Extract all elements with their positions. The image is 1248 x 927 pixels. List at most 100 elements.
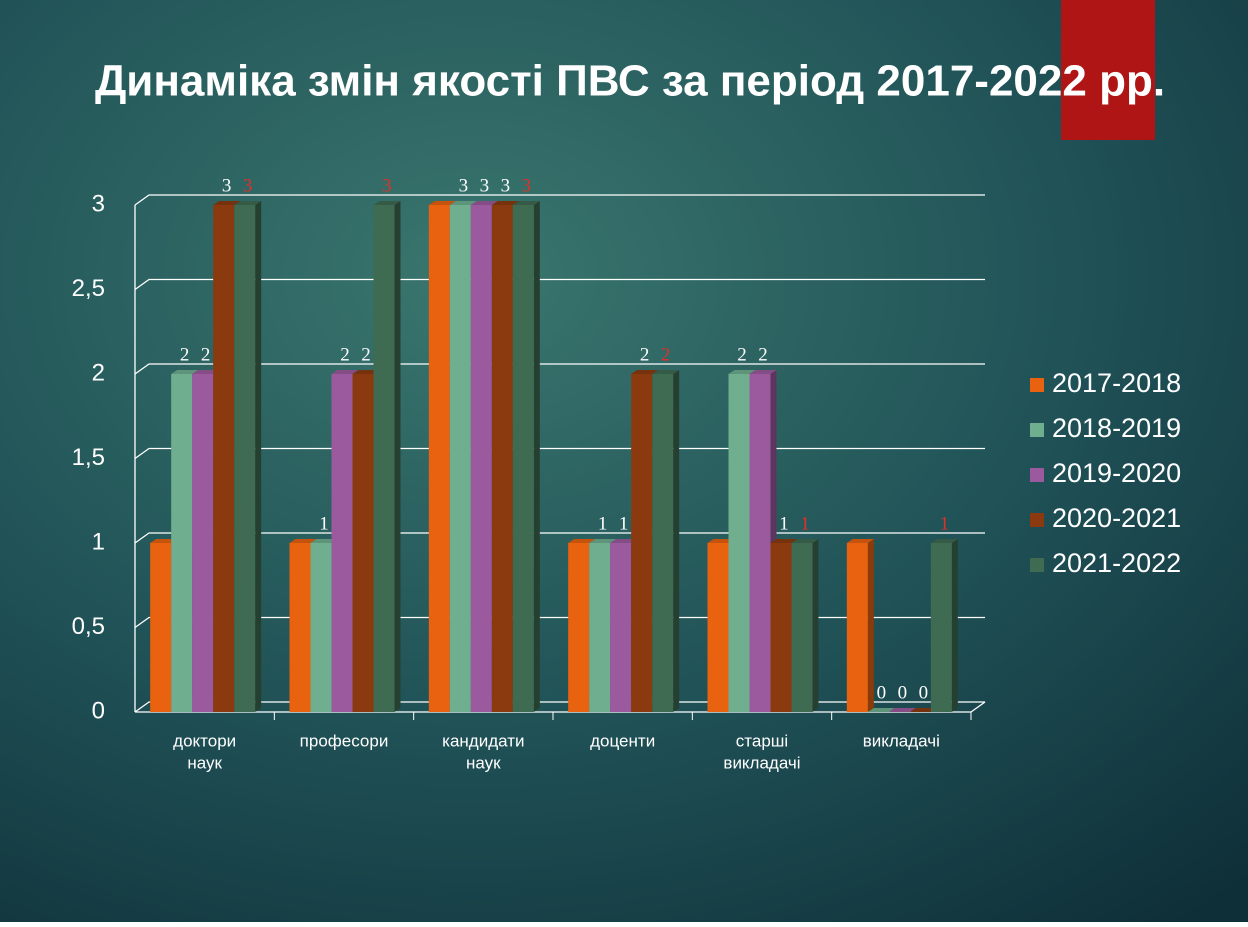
bar-face [449, 205, 471, 712]
bar [888, 708, 916, 712]
accent-block [1061, 0, 1155, 140]
bar [512, 201, 540, 712]
bar-face [728, 370, 756, 374]
data-label: 1 [779, 513, 789, 534]
bar [909, 708, 937, 712]
bar-face [373, 205, 395, 712]
data-label: 1 [800, 513, 810, 534]
x-tick-label: викладачі [723, 753, 800, 772]
bar-face [150, 543, 172, 712]
bar-face [331, 374, 353, 712]
bar [791, 539, 819, 712]
bar-face [289, 539, 317, 543]
bar-face [213, 205, 235, 712]
data-label: 3 [522, 175, 532, 196]
x-tick-label: професори [300, 731, 389, 750]
x-tick-label: викладачі [863, 731, 940, 750]
data-label: 2 [340, 344, 350, 365]
bar-face [491, 201, 519, 205]
data-label: 3 [459, 175, 469, 196]
chart-title: Динаміка змін якості ПВС за період 2017-… [95, 57, 1165, 106]
y-tick-label: 3 [92, 190, 105, 217]
bar-face [470, 205, 492, 712]
bar-face [930, 539, 958, 543]
legend-swatch [1030, 378, 1044, 392]
bar-face [631, 370, 659, 374]
legend-label: 2020-2021 [1052, 503, 1181, 533]
bar-face [770, 539, 798, 543]
data-label: 3 [222, 175, 232, 196]
bar [930, 539, 958, 712]
bar [234, 201, 262, 712]
legend-swatch [1030, 423, 1044, 437]
data-label: 2 [640, 344, 650, 365]
bar-face [589, 543, 611, 712]
x-tick-label: кандидати [442, 731, 524, 750]
bar-face [192, 370, 220, 374]
legend-label: 2021-2022 [1052, 548, 1181, 578]
grid-line [134, 447, 985, 460]
bar-face [150, 539, 178, 543]
grid-line [134, 532, 985, 544]
bar-face [373, 201, 401, 205]
bar-face [255, 201, 262, 712]
bar-face [171, 370, 199, 374]
bar-face [234, 201, 262, 205]
data-label: 1 [319, 513, 329, 534]
bar-face [428, 201, 456, 205]
bar-face [749, 374, 771, 712]
bar-face [867, 708, 895, 712]
x-tick-label: старші [736, 731, 788, 750]
bar-face [610, 539, 638, 543]
x-tick-label: доктори [173, 731, 236, 750]
legend-label: 2019-2020 [1052, 458, 1181, 488]
bar-face [470, 201, 498, 205]
bar-face [867, 539, 874, 712]
bar-face [909, 708, 937, 712]
bar-face [707, 543, 729, 712]
bar-face [791, 539, 819, 543]
bar-face [791, 543, 813, 712]
y-tick-label: 0,5 [72, 613, 105, 640]
data-label: 1 [940, 513, 950, 534]
bar-face [930, 543, 952, 712]
bar [749, 370, 777, 712]
bar-face [568, 543, 590, 712]
bar-face [610, 543, 632, 712]
data-label: 3 [501, 175, 511, 196]
bar-face [234, 205, 256, 712]
bar-face [352, 370, 380, 374]
data-label: 3 [382, 175, 392, 196]
bar-face [449, 201, 477, 205]
bar-face [728, 374, 750, 712]
bar-face [749, 370, 777, 374]
data-label: 2 [180, 344, 190, 365]
y-tick-label: 2 [92, 359, 105, 386]
data-label: 2 [201, 344, 211, 365]
bar-face [812, 539, 819, 712]
bar-face [631, 374, 653, 712]
y-tick-label: 1,5 [72, 444, 105, 471]
bar-face [394, 201, 401, 712]
bar-face [846, 539, 874, 543]
legend-swatch [1030, 558, 1044, 572]
bar-face [512, 201, 540, 205]
grid-line [134, 616, 985, 629]
bar-face [888, 708, 916, 712]
y-tick-label: 1 [92, 528, 105, 555]
bar-face [352, 374, 374, 712]
bar-face [171, 374, 193, 712]
data-label: 3 [480, 175, 490, 196]
data-label: 2 [758, 344, 768, 365]
bar-face [589, 539, 617, 543]
bar [373, 201, 401, 712]
data-label: 1 [598, 513, 608, 534]
bar-face [491, 205, 513, 712]
y-tick-label: 2,5 [72, 275, 105, 302]
data-label: 2 [737, 344, 747, 365]
legend-swatch [1030, 513, 1044, 527]
bar-face [568, 539, 596, 543]
x-tick-label: наук [187, 753, 222, 772]
grid-line [134, 194, 985, 206]
